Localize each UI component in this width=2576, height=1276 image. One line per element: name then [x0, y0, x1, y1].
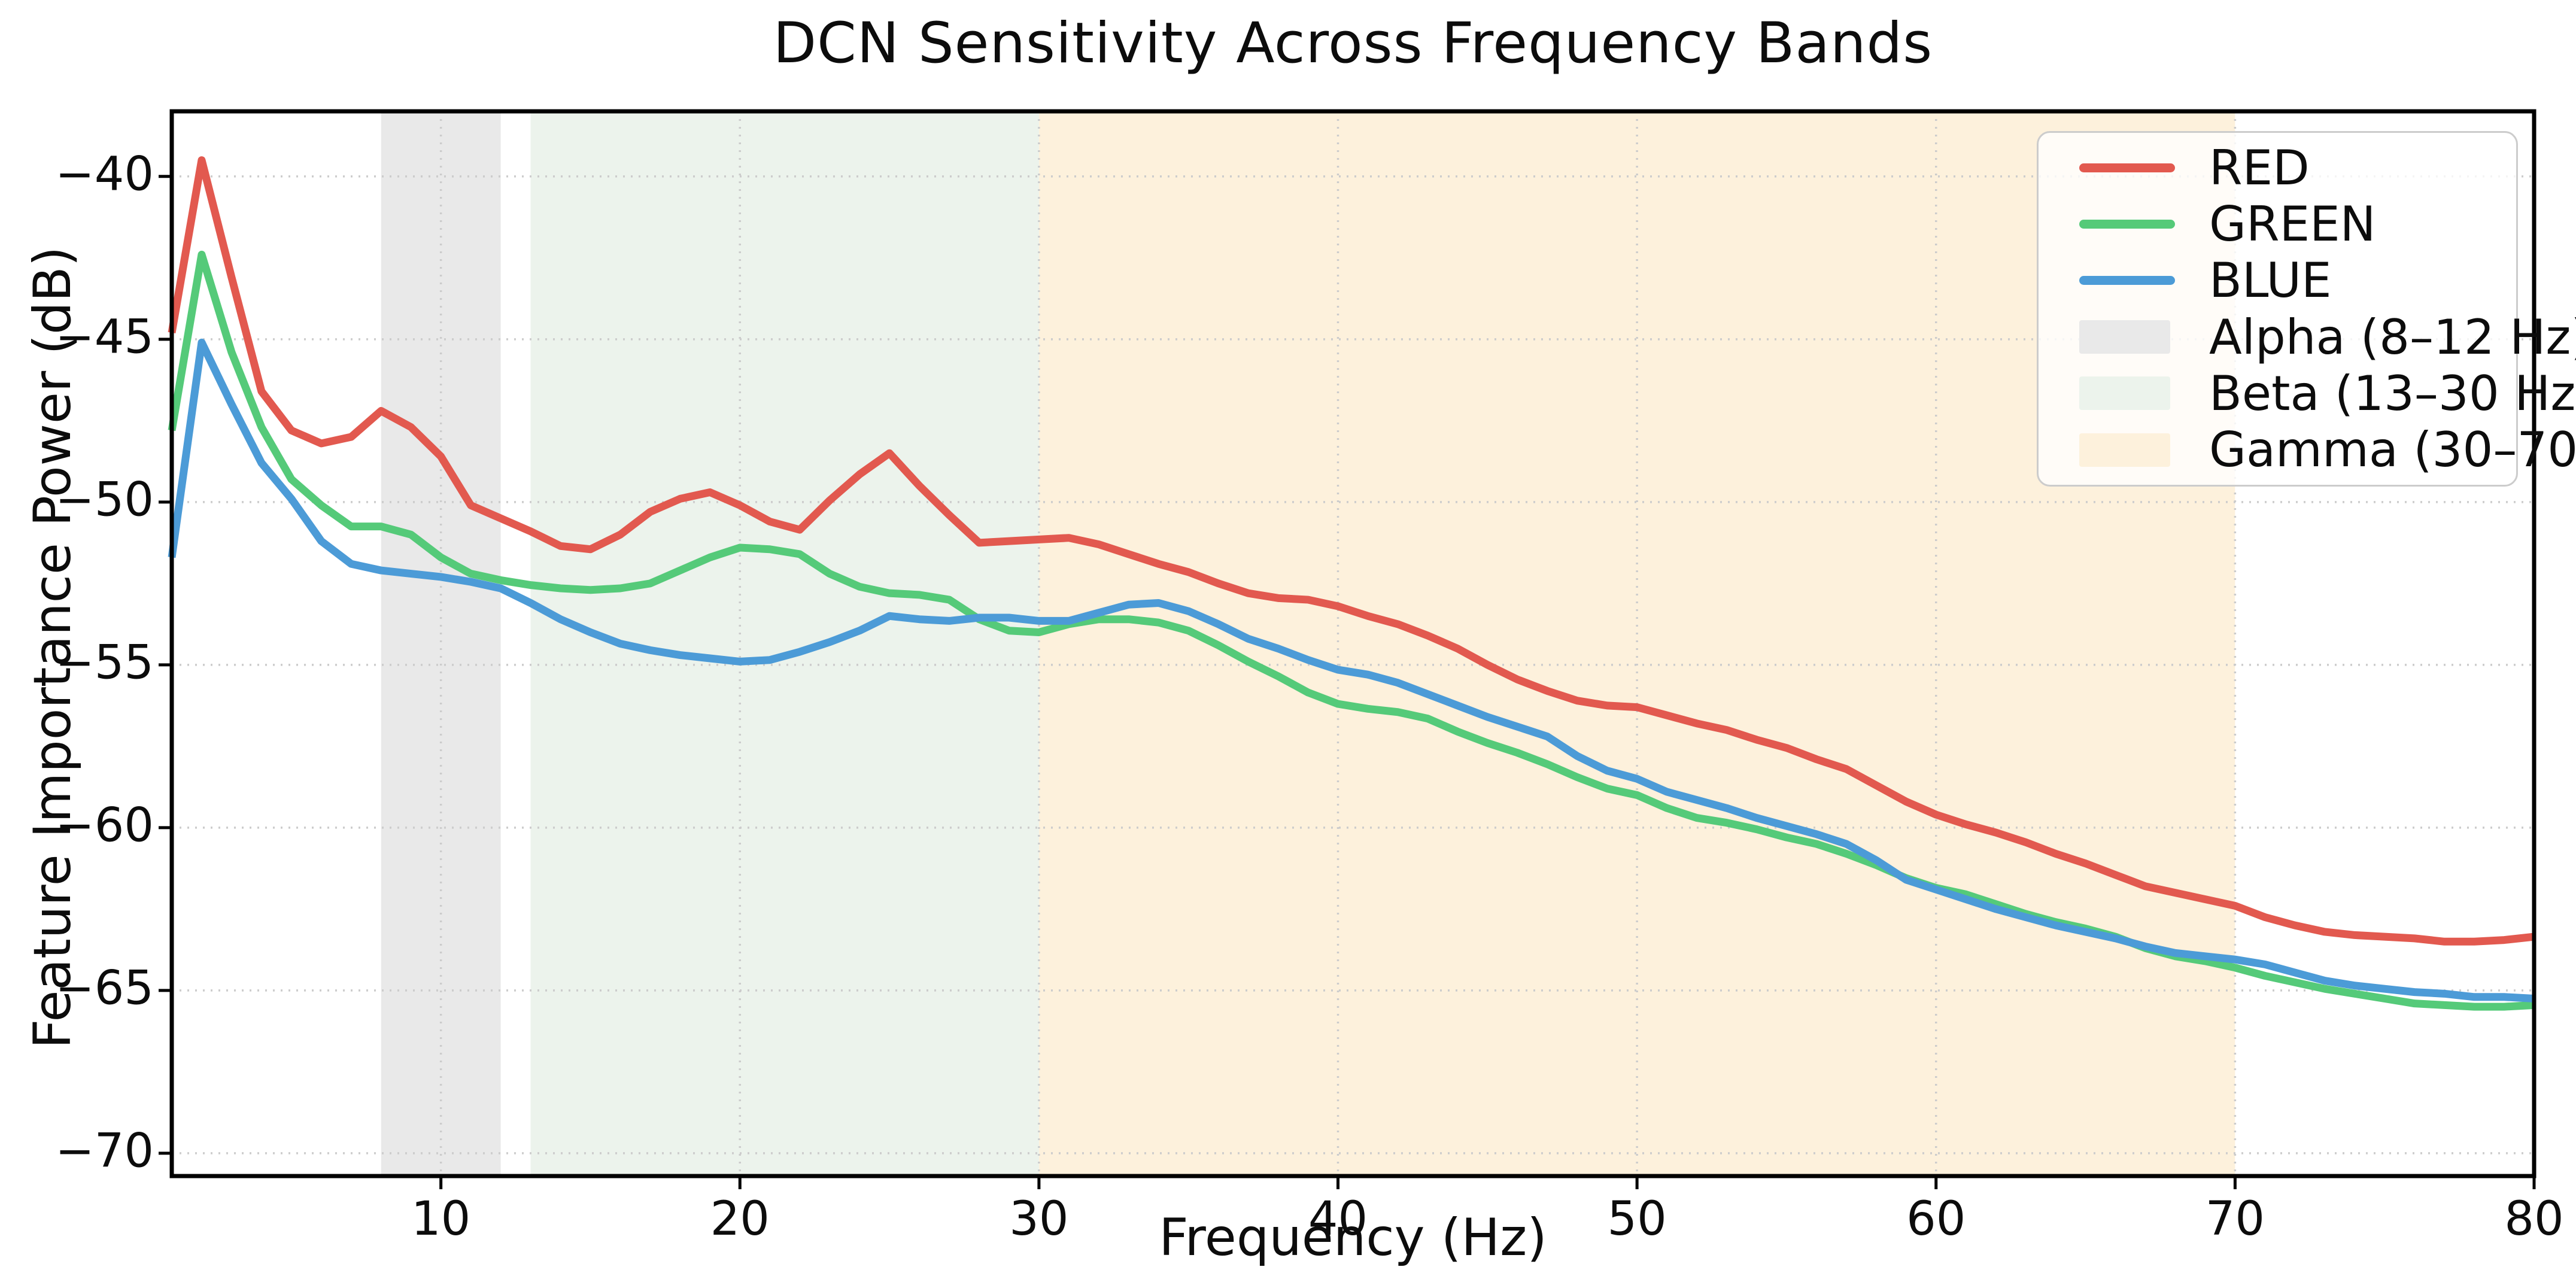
x-tick-label: 20 — [710, 1192, 770, 1246]
legend-label: GREEN — [2209, 196, 2376, 253]
x-tick-label: 80 — [2504, 1192, 2564, 1246]
legend-label: RED — [2209, 139, 2310, 196]
legend-item-alpha-band: Alpha (8–12 Hz) — [2079, 309, 2576, 365]
x-tick-label: 30 — [1009, 1192, 1069, 1246]
legend-item-green: GREEN — [2079, 196, 2516, 253]
alpha-band-swatch — [2079, 320, 2178, 354]
legend-label: Gamma (30–70 Hz) — [2209, 422, 2576, 478]
y-tick-label: −65 — [55, 961, 154, 1016]
y-tick-label: −50 — [55, 473, 154, 527]
legend-item-gamma-band: Gamma (30–70 Hz) — [2079, 422, 2576, 478]
alpha-band — [381, 111, 501, 1176]
green-line-swatch — [2079, 220, 2178, 229]
legend-label: Beta (13–30 Hz) — [2209, 365, 2576, 421]
beta-band — [530, 111, 1039, 1176]
legend-label: BLUE — [2209, 253, 2332, 309]
legend: RED GREEN BLUE Alpha (8–12 Hz) Beta (13–… — [2037, 131, 2576, 487]
legend-item-beta-band: Beta (13–30 Hz) — [2079, 366, 2576, 421]
x-tick-label: 40 — [1308, 1192, 1368, 1246]
x-tick-label: 70 — [2205, 1192, 2265, 1246]
x-tick-label: 50 — [1607, 1192, 1667, 1246]
x-tick-label: 60 — [1906, 1192, 1966, 1246]
y-tick-label: −60 — [55, 798, 154, 853]
x-axis-label: Frequency (Hz) — [1159, 1208, 1547, 1268]
legend-item-blue: BLUE — [2079, 253, 2516, 308]
red-line-swatch — [2079, 163, 2178, 172]
gamma-band-swatch — [2079, 433, 2178, 467]
y-tick-label: −45 — [55, 310, 154, 364]
series-line-red — [168, 156, 2535, 946]
y-tick-label: −55 — [55, 636, 154, 690]
blue-line-swatch — [2079, 276, 2178, 285]
y-tick-label: −40 — [55, 147, 154, 202]
chart-title: DCN Sensitivity Across Frequency Bands — [773, 11, 1933, 76]
y-tick-label: −70 — [55, 1124, 154, 1178]
plot-border — [169, 109, 2536, 1178]
x-tick-label: 10 — [411, 1192, 471, 1246]
legend-item-red: RED — [2079, 139, 2516, 196]
series-line-blue — [168, 338, 2535, 1002]
legend-label: Alpha (8–12 Hz) — [2209, 309, 2576, 365]
beta-band-swatch — [2079, 376, 2178, 411]
